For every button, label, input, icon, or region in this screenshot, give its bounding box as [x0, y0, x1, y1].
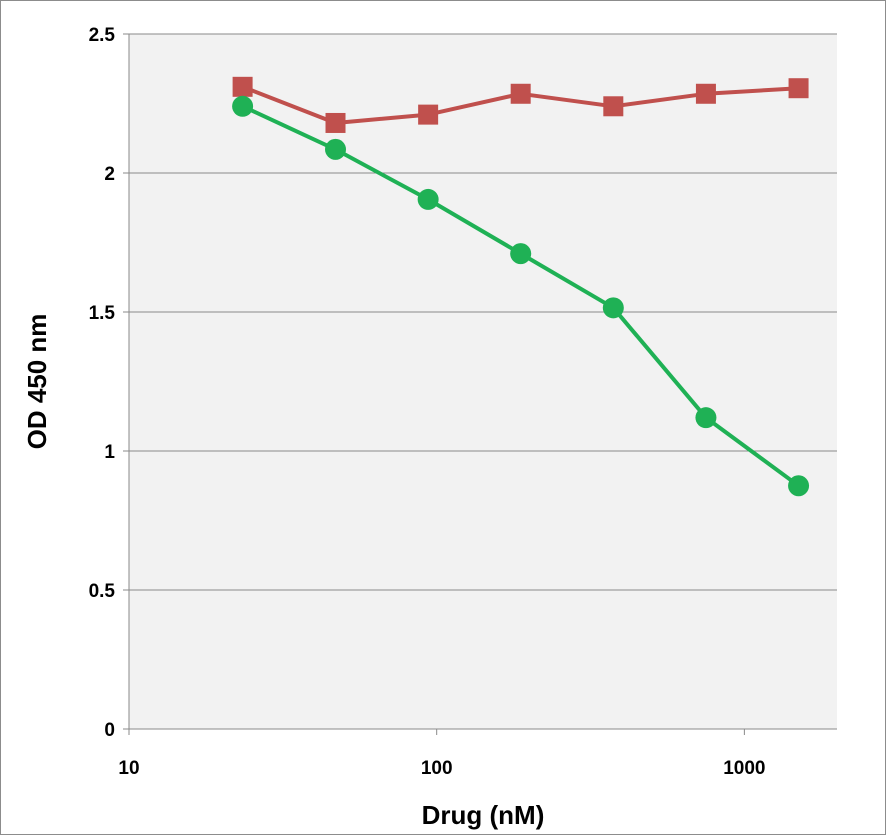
- data-point: [510, 83, 531, 104]
- y-tick-labels: 0 0.5 1 1.5 2 2.5: [89, 25, 116, 741]
- x-tick-label: 100: [421, 758, 453, 779]
- data-point: [417, 188, 439, 210]
- data-point: [695, 407, 717, 429]
- data-point: [232, 95, 254, 117]
- plot-area: [129, 34, 837, 729]
- data-point: [695, 83, 716, 104]
- y-tick-label: 2.5: [89, 25, 116, 46]
- data-point: [788, 78, 809, 99]
- data-point: [603, 96, 624, 117]
- data-point: [510, 243, 532, 265]
- gridlines: [129, 33, 837, 591]
- y-tick-label: 0.5: [89, 581, 116, 602]
- data-point: [325, 112, 346, 133]
- y-tick-label: 1.5: [89, 303, 116, 324]
- y-tick-label: 0: [104, 720, 115, 741]
- series-group: [232, 76, 810, 497]
- y-tick-label: 2: [104, 164, 115, 185]
- y-axis-label: OD 450 nm: [22, 314, 52, 450]
- series-1: [232, 76, 809, 133]
- axes: [123, 33, 837, 735]
- data-point: [325, 138, 347, 160]
- data-point: [418, 104, 439, 125]
- data-point: [602, 297, 624, 319]
- x-tick-label: 1000: [723, 758, 765, 779]
- data-point: [232, 76, 253, 97]
- y-tick-label: 1: [104, 442, 115, 463]
- x-axis-label: Drug (nM): [422, 800, 545, 830]
- series-2: [232, 95, 810, 497]
- data-point: [788, 475, 810, 497]
- x-tick-labels: 10 100 1000: [118, 758, 765, 779]
- x-tick-label: 10: [118, 758, 139, 779]
